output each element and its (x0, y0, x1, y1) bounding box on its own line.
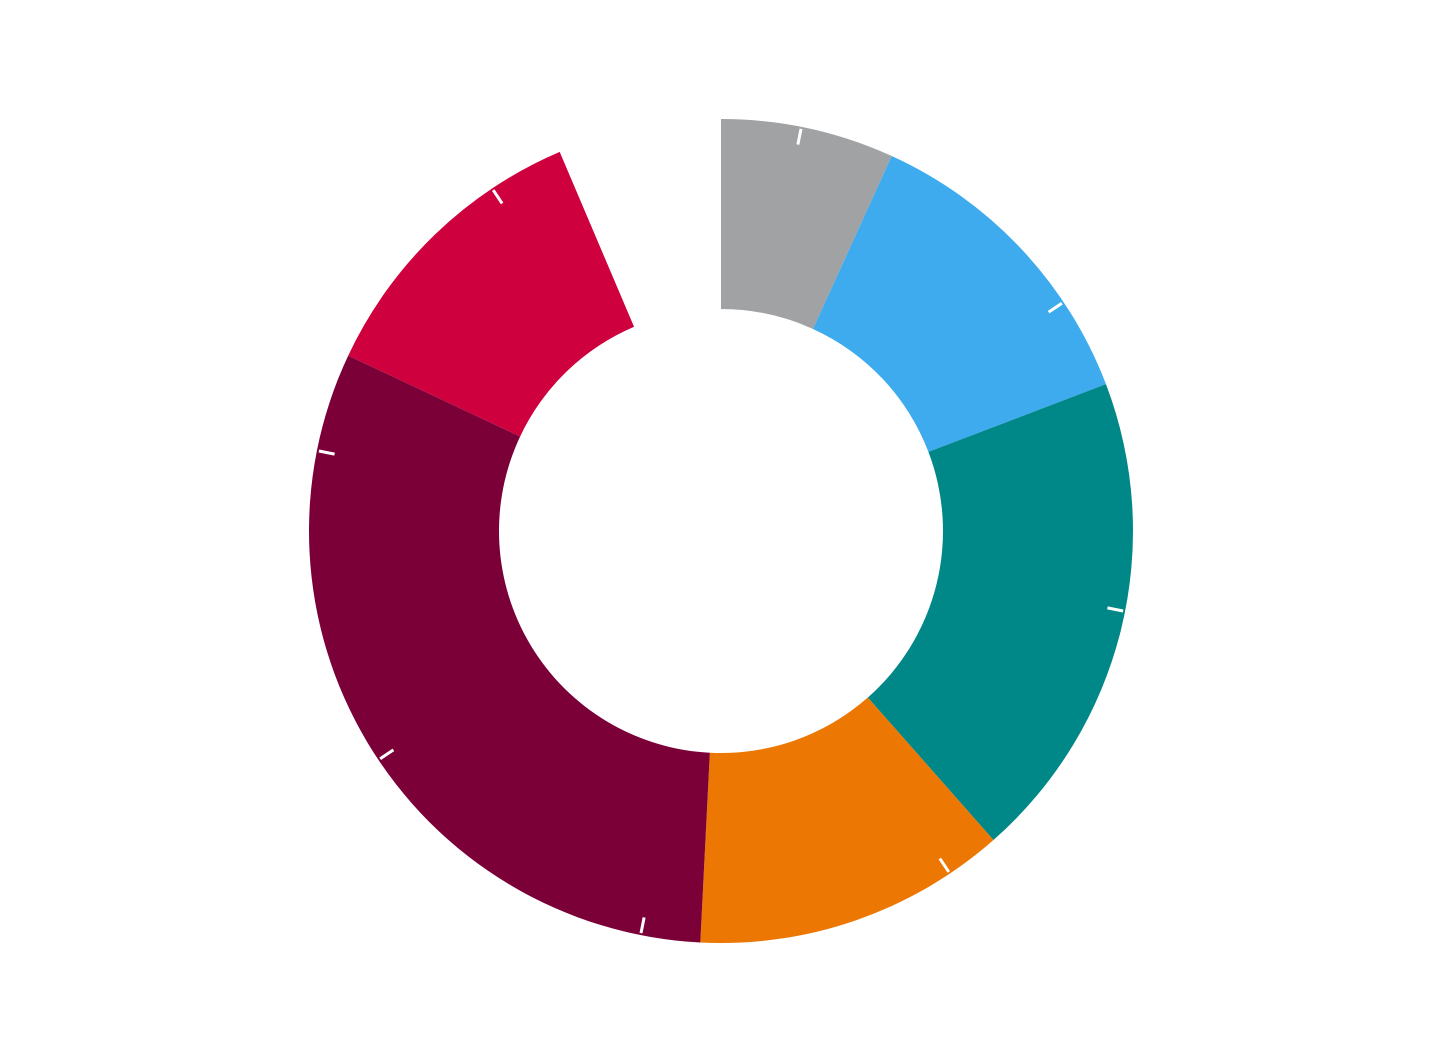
rim-tick-3 (1107, 606, 1124, 613)
donut-slices (308, 119, 1133, 943)
donut-ticks (318, 128, 1124, 934)
donut-slice-3 (867, 384, 1133, 841)
donut-slice-1 (721, 119, 892, 329)
donut-slice-5 (308, 355, 710, 943)
donut-slice-4 (700, 697, 994, 943)
donut-slice-6 (348, 151, 635, 437)
rim-tick-6 (379, 748, 395, 761)
rim-tick-7 (318, 449, 335, 456)
rim-tick-4 (938, 857, 951, 873)
rim-tick-5 (639, 917, 646, 934)
rim-tick-8 (491, 189, 504, 205)
rim-tick-2 (1047, 301, 1063, 314)
donut-slice-7 (559, 119, 721, 327)
donut-slice-2 (812, 156, 1106, 452)
rim-tick-1 (796, 128, 803, 145)
